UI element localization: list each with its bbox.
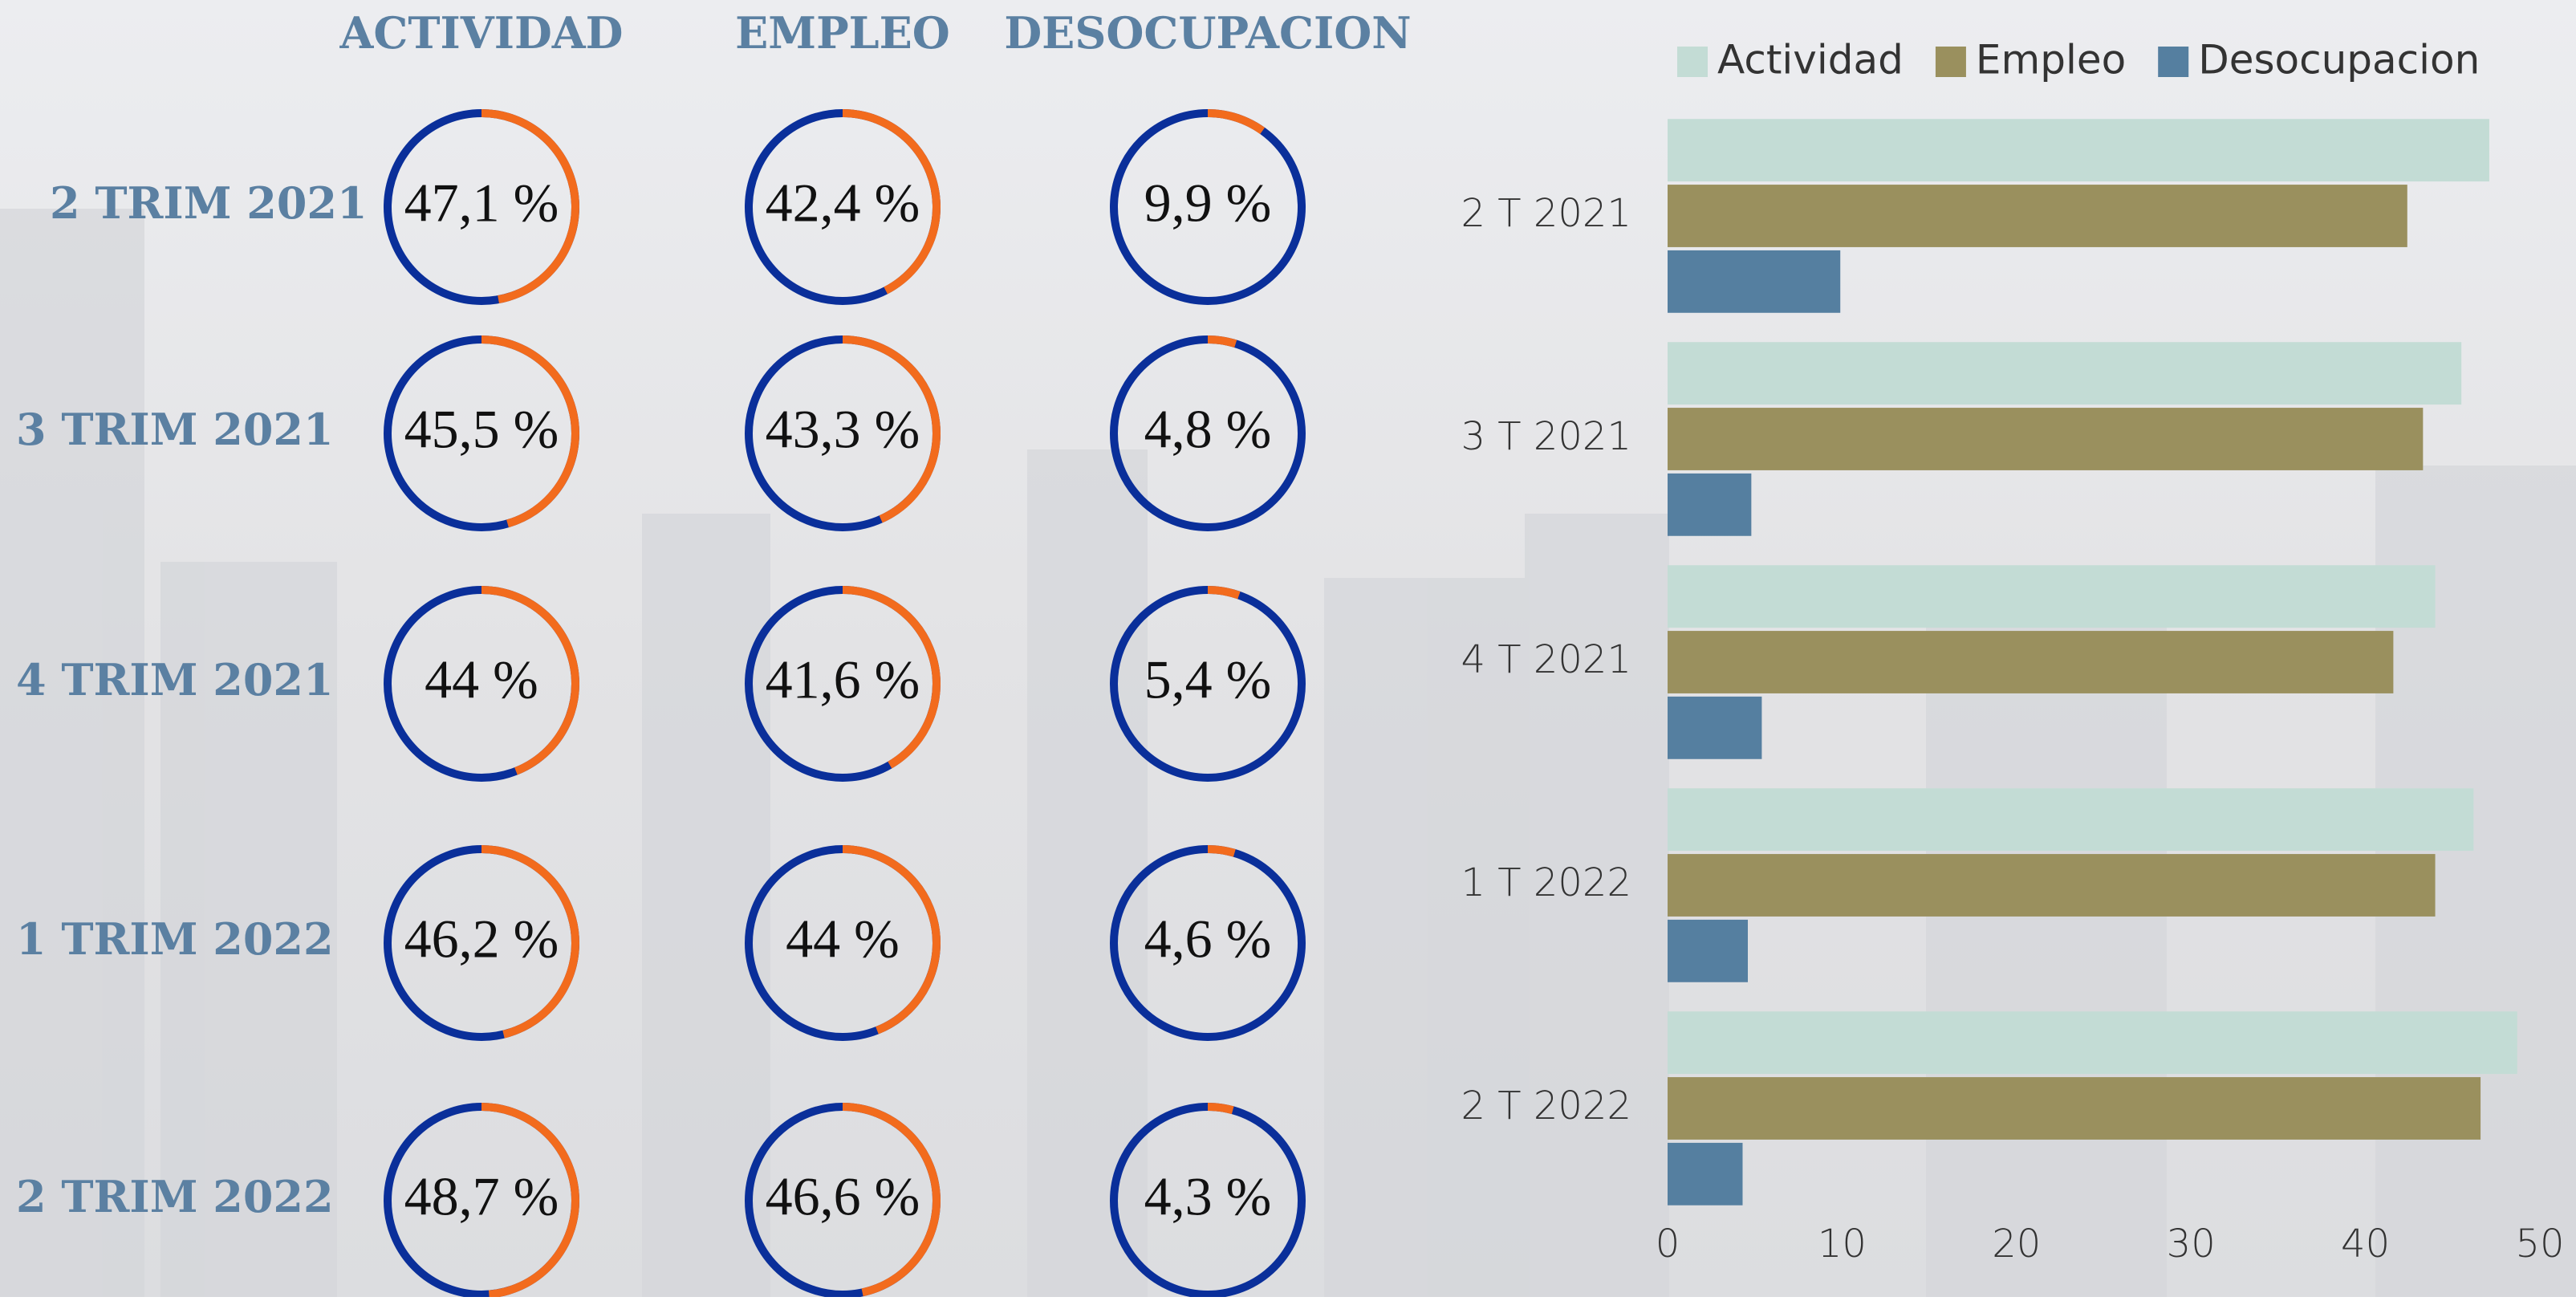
x-tick-label: 40 [2341, 1222, 2390, 1266]
donut-value-label: 42,4 % [766, 173, 920, 234]
bar [1668, 631, 2393, 693]
y-tick-label: 3 T 2021 [1461, 414, 1631, 459]
x-tick-label: 0 [1656, 1222, 1680, 1266]
bar [1668, 342, 2461, 405]
donut-value-label: 41,6 % [766, 649, 920, 710]
x-tick-label: 30 [2167, 1222, 2216, 1266]
y-tick-label: 4 T 2021 [1461, 637, 1631, 682]
bar [1668, 1143, 1742, 1205]
bar [1668, 920, 1748, 982]
bar [1668, 185, 2407, 247]
y-tick-label: 2 T 2021 [1461, 191, 1631, 236]
donut-value-label: 46,6 % [766, 1166, 920, 1227]
x-tick-label: 20 [1992, 1222, 2041, 1266]
legend-label: Empleo [1976, 37, 2126, 83]
bar [1668, 697, 1761, 759]
legend-label: Desocupacion [2198, 37, 2480, 83]
donut-value-label: 44 % [786, 909, 900, 970]
bar [1668, 474, 1751, 536]
bar [1668, 565, 2436, 628]
legend-swatch [1936, 47, 1966, 77]
row-label: 2 TRIM 2022 [16, 1171, 334, 1222]
y-tick-label: 1 T 2022 [1461, 860, 1631, 905]
donut-value-label: 9,9 % [1144, 173, 1272, 234]
row-label: 4 TRIM 2021 [16, 654, 334, 705]
bar [1668, 408, 2423, 470]
infographic: ACTIVIDAD 47,1 % 45,5 % 44 % 46,2 % 48,7 % EMP… [0, 0, 2576, 1297]
column-header: EMPLEO [735, 7, 950, 59]
donut-value-label: 4,8 % [1144, 399, 1272, 460]
bar [1668, 1011, 2517, 1074]
donut-value-label: 5,4 % [1144, 649, 1272, 710]
column-header: ACTIVIDAD [339, 7, 623, 59]
x-tick-label: 10 [1818, 1222, 1867, 1266]
legend-swatch [2158, 47, 2188, 77]
donut-value-label: 4,6 % [1144, 909, 1272, 970]
donut-value-label: 48,7 % [404, 1166, 559, 1227]
bar [1668, 788, 2473, 851]
donut-value-label: 4,3 % [1144, 1166, 1272, 1227]
bar [1668, 119, 2489, 181]
column-header: DESOCUPACION [1004, 7, 1411, 59]
bar [1668, 250, 1840, 313]
donut-value-label: 44 % [425, 649, 538, 710]
row-label: 2 TRIM 2021 [50, 177, 368, 229]
donut-value-label: 46,2 % [404, 909, 559, 970]
row-label: 3 TRIM 2021 [16, 404, 334, 455]
bar [1668, 1077, 2481, 1140]
x-tick-label: 50 [2515, 1222, 2564, 1266]
bar [1668, 854, 2436, 917]
legend-swatch [1677, 47, 1708, 77]
donut-value-label: 47,1 % [404, 173, 559, 234]
y-tick-label: 2 T 2022 [1461, 1083, 1631, 1128]
donut-value-label: 43,3 % [766, 399, 920, 460]
donut-value-label: 45,5 % [404, 399, 559, 460]
legend-label: Actividad [1717, 37, 1904, 83]
row-label: 1 TRIM 2022 [16, 913, 334, 965]
